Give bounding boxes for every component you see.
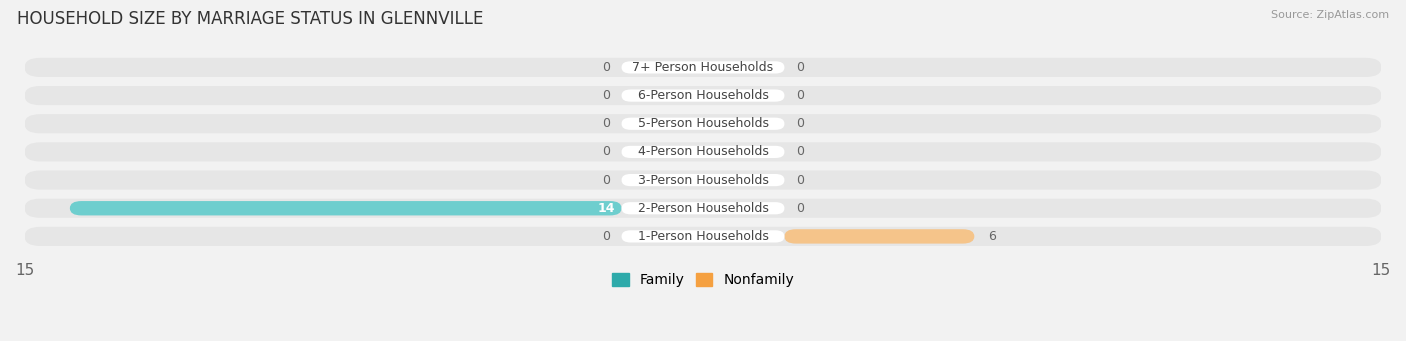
Text: 0: 0 [796, 61, 804, 74]
Text: 0: 0 [602, 145, 610, 159]
Legend: Family, Nonfamily: Family, Nonfamily [606, 268, 800, 293]
Text: 1-Person Households: 1-Person Households [637, 230, 769, 243]
FancyBboxPatch shape [621, 118, 785, 130]
Text: 14: 14 [598, 202, 614, 215]
Text: Source: ZipAtlas.com: Source: ZipAtlas.com [1271, 10, 1389, 20]
Text: 6: 6 [988, 230, 995, 243]
Text: 0: 0 [796, 117, 804, 130]
Text: 7+ Person Households: 7+ Person Households [633, 61, 773, 74]
Text: 0: 0 [796, 202, 804, 215]
Text: 5-Person Households: 5-Person Households [637, 117, 769, 130]
FancyBboxPatch shape [70, 201, 621, 216]
Text: 0: 0 [602, 230, 610, 243]
Text: 4-Person Households: 4-Person Households [637, 145, 769, 159]
Text: 0: 0 [602, 174, 610, 187]
FancyBboxPatch shape [621, 202, 785, 214]
Text: 0: 0 [602, 61, 610, 74]
FancyBboxPatch shape [621, 230, 785, 242]
FancyBboxPatch shape [25, 199, 1381, 218]
Text: 0: 0 [796, 89, 804, 102]
FancyBboxPatch shape [621, 61, 785, 74]
Text: 0: 0 [602, 117, 610, 130]
Text: 3-Person Households: 3-Person Households [637, 174, 769, 187]
Text: 6-Person Households: 6-Person Households [637, 89, 769, 102]
FancyBboxPatch shape [25, 114, 1381, 133]
FancyBboxPatch shape [621, 174, 785, 186]
Text: 0: 0 [796, 174, 804, 187]
Text: HOUSEHOLD SIZE BY MARRIAGE STATUS IN GLENNVILLE: HOUSEHOLD SIZE BY MARRIAGE STATUS IN GLE… [17, 10, 484, 28]
Text: 2-Person Households: 2-Person Households [637, 202, 769, 215]
FancyBboxPatch shape [25, 227, 1381, 246]
FancyBboxPatch shape [785, 229, 974, 243]
FancyBboxPatch shape [621, 146, 785, 158]
Text: 0: 0 [796, 145, 804, 159]
FancyBboxPatch shape [25, 58, 1381, 77]
FancyBboxPatch shape [25, 170, 1381, 190]
FancyBboxPatch shape [621, 89, 785, 102]
FancyBboxPatch shape [25, 86, 1381, 105]
FancyBboxPatch shape [25, 142, 1381, 162]
Text: 0: 0 [602, 89, 610, 102]
